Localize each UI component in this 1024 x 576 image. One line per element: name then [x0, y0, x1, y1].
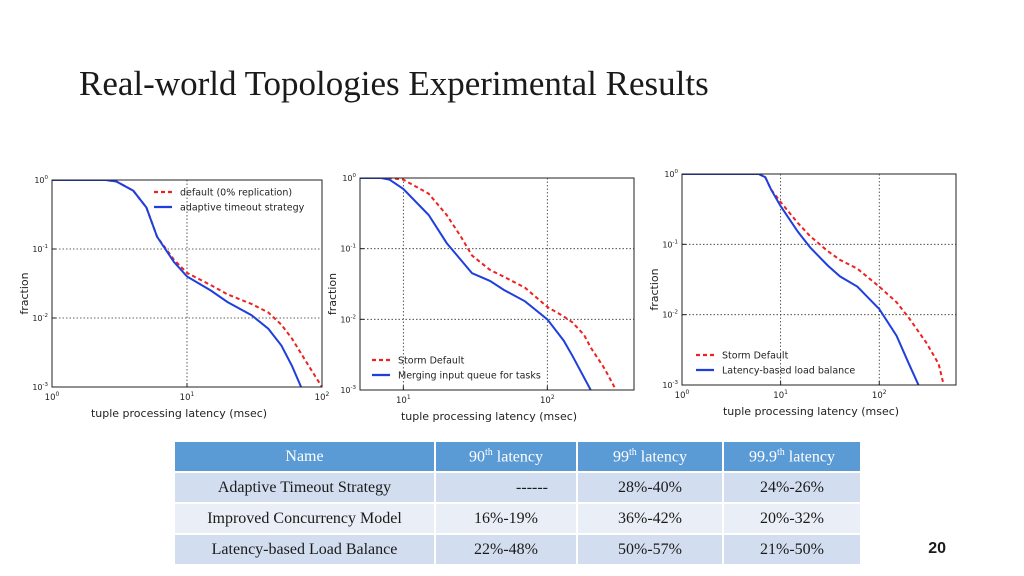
series-line-1 [682, 174, 945, 385]
table-cell: 28%-40% [578, 473, 722, 502]
table-header-row: Name 90th latency 99th latency 99.9th laten… [175, 442, 860, 471]
x-tick-label: 101 [396, 394, 411, 406]
x-tick-label: 102 [872, 389, 887, 401]
x-tick-label: 101 [180, 391, 195, 403]
y-tick-label: 10-2 [32, 313, 48, 323]
results-table: Name 90th latency 99th latency 99.9th laten… [173, 440, 862, 566]
header-sup: th [485, 446, 493, 458]
x-tick-label: 100 [45, 391, 60, 403]
y-tick-label: 100 [342, 173, 356, 183]
series-line-1 [52, 180, 322, 387]
header-label: 99.9 [749, 448, 777, 466]
table-cell: 50%-57% [578, 535, 722, 564]
header-name: Name [175, 442, 434, 471]
x-tick-label: 100 [675, 389, 690, 401]
table-cell: 22%-48% [436, 535, 576, 564]
y-tick-label: 100 [34, 175, 48, 185]
header-label: 99 [613, 448, 629, 466]
y-axis-label: fraction [648, 268, 661, 310]
x-axis-label: tuple processing latency (msec) [91, 407, 267, 420]
header-label: latency [496, 448, 543, 466]
header-99th-latency: 99th latency [578, 442, 722, 471]
table-row: Latency-based Load Balance 22%-48% 50%-5… [175, 535, 860, 564]
y-tick-label: 10-2 [662, 310, 678, 320]
x-axis-label: tuple processing latency (msec) [401, 410, 577, 423]
x-axis-label: tuple processing latency (msec) [723, 405, 899, 418]
y-tick-label: 100 [664, 169, 678, 179]
chart-svg: 100 101 102 100 10-1 10-2 10-3 tuple processing… [648, 169, 957, 418]
table-cell: ------ [436, 473, 576, 502]
latency-chart-merging-queue: 101 102 100 10-1 10-2 10-3 tuple processing la… [322, 168, 640, 424]
y-tick-label: 10-1 [32, 244, 48, 254]
chart-svg: 101 102 100 10-1 10-2 10-3 tuple processing la… [326, 173, 635, 423]
legend-label: Storm Default [722, 351, 789, 362]
table-cell: Improved Concurrency Model [175, 504, 434, 533]
table-cell: 36%-42% [578, 504, 722, 533]
table-cell: Adaptive Timeout Strategy [175, 473, 434, 502]
header-sup: th [629, 446, 637, 458]
y-tick-label: 10-3 [662, 380, 678, 390]
plot-frame [359, 177, 635, 391]
y-axis-label: fraction [18, 272, 31, 314]
table-cell: 16%-19% [436, 504, 576, 533]
latency-chart-adaptive-timeout: 100 101 102 100 10-1 10-2 10-3 tuple processing… [14, 170, 330, 420]
table-cell: Latency-based Load Balance [175, 535, 434, 564]
x-tick-label: 102 [540, 394, 555, 406]
table-cell: 21%-50% [724, 535, 860, 564]
header-label: latency [640, 448, 687, 466]
legend-label: adaptive timeout strategy [180, 203, 305, 214]
y-axis-label: fraction [326, 273, 339, 315]
table-cell: 20%-32% [724, 504, 860, 533]
legend-label: default (0% replication) [180, 188, 292, 199]
legend-label: Latency-based load balance [722, 366, 855, 377]
chart-legend: Storm Default Latency-based load balance [696, 351, 855, 377]
legend-label: Merging input queue for tasks [398, 371, 541, 382]
header-label: 90 [469, 448, 485, 466]
y-tick-label: 10-1 [662, 239, 678, 249]
series-line-2 [52, 180, 303, 387]
plot-frame [681, 173, 957, 386]
header-90th-latency: 90th latency [436, 442, 576, 471]
chart-legend: default (0% replication) adaptive timeout… [154, 188, 305, 214]
table-cell: 24%-26% [724, 473, 860, 502]
header-label: latency [788, 448, 835, 466]
header-sup: th [777, 446, 785, 458]
slide-title: Real-world Topologies Experimental Resul… [79, 64, 709, 103]
legend-label: Storm Default [398, 356, 465, 367]
table-row: Improved Concurrency Model 16%-19% 36%-4… [175, 504, 860, 533]
series-line-2 [360, 178, 592, 390]
y-tick-label: 10-2 [340, 314, 356, 324]
header-label: Name [285, 447, 324, 465]
y-tick-label: 10-3 [340, 385, 356, 395]
x-tick-label: 101 [773, 389, 788, 401]
header-99-9th-latency: 99.9th latency [724, 442, 860, 471]
series-line-2 [682, 174, 920, 385]
table-row: Adaptive Timeout Strategy ------ 28%-40%… [175, 473, 860, 502]
page-number: 20 [928, 540, 946, 557]
latency-chart-load-balance: 100 101 102 100 10-1 10-2 10-3 tuple processing… [642, 163, 962, 418]
chart-legend: Storm Default Merging input queue for tas… [372, 356, 541, 382]
y-tick-label: 10-1 [340, 244, 356, 254]
y-tick-label: 10-3 [32, 382, 48, 392]
